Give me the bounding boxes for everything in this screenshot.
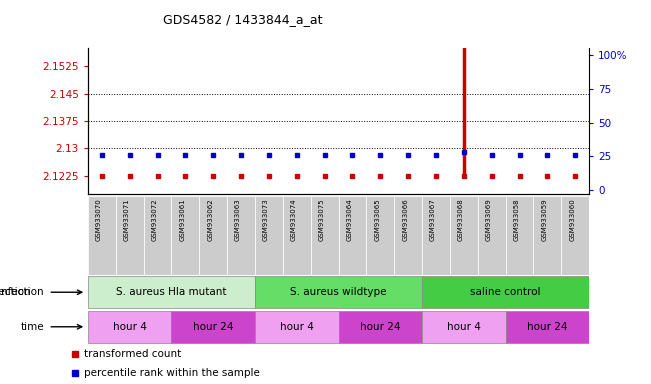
Text: GSM933060: GSM933060	[569, 198, 575, 241]
Text: S. aureus Hla mutant: S. aureus Hla mutant	[116, 287, 227, 297]
Text: GSM933066: GSM933066	[402, 198, 408, 241]
Bar	[561, 196, 589, 275]
Bar	[144, 196, 171, 275]
Bar	[255, 311, 339, 343]
Bar	[339, 311, 422, 343]
Bar	[339, 196, 367, 275]
Bar	[255, 276, 422, 308]
Text: GSM933067: GSM933067	[430, 198, 436, 241]
Text: GSM933073: GSM933073	[263, 198, 269, 241]
Bar	[422, 276, 589, 308]
Bar	[199, 196, 227, 275]
Text: GSM933068: GSM933068	[458, 198, 464, 241]
Text: GSM933075: GSM933075	[318, 198, 325, 241]
Text: GSM933072: GSM933072	[152, 198, 158, 241]
Text: GSM933058: GSM933058	[514, 198, 519, 241]
Bar	[255, 196, 283, 275]
Bar	[283, 196, 311, 275]
Text: transformed count: transformed count	[84, 349, 182, 359]
Text: hour 4: hour 4	[113, 322, 146, 332]
Text: GSM933061: GSM933061	[180, 198, 186, 241]
Text: GSM933070: GSM933070	[96, 198, 102, 241]
Bar	[311, 196, 339, 275]
Text: hour 24: hour 24	[360, 322, 400, 332]
Bar	[506, 196, 533, 275]
Bar	[422, 311, 506, 343]
Text: hour 4: hour 4	[280, 322, 314, 332]
Text: GSM933069: GSM933069	[486, 198, 492, 241]
Text: infection: infection	[0, 287, 44, 297]
Bar	[533, 196, 561, 275]
Text: GSM933063: GSM933063	[235, 198, 241, 241]
Bar	[171, 196, 199, 275]
Text: time: time	[20, 322, 44, 332]
Bar	[478, 196, 506, 275]
Bar	[171, 311, 255, 343]
Text: GSM933059: GSM933059	[542, 198, 547, 241]
Text: S. aureus wildtype: S. aureus wildtype	[290, 287, 387, 297]
Text: GSM933071: GSM933071	[124, 198, 130, 241]
Text: infection: infection	[0, 287, 31, 297]
Text: percentile rank within the sample: percentile rank within the sample	[84, 368, 260, 378]
Text: GSM933065: GSM933065	[374, 198, 380, 241]
Bar	[227, 196, 255, 275]
Text: GSM933064: GSM933064	[346, 198, 352, 241]
Text: GDS4582 / 1433844_a_at: GDS4582 / 1433844_a_at	[163, 13, 322, 26]
Bar	[88, 311, 171, 343]
Text: hour 24: hour 24	[527, 322, 568, 332]
Bar	[395, 196, 422, 275]
Bar	[88, 196, 116, 275]
Bar	[116, 196, 144, 275]
Text: hour 24: hour 24	[193, 322, 234, 332]
Bar	[88, 276, 255, 308]
Bar	[422, 196, 450, 275]
Bar	[450, 196, 478, 275]
Text: saline control: saline control	[471, 287, 541, 297]
Text: GSM933062: GSM933062	[207, 198, 213, 241]
Bar	[506, 311, 589, 343]
Bar	[367, 196, 395, 275]
Text: GSM933074: GSM933074	[291, 198, 297, 241]
Text: hour 4: hour 4	[447, 322, 481, 332]
